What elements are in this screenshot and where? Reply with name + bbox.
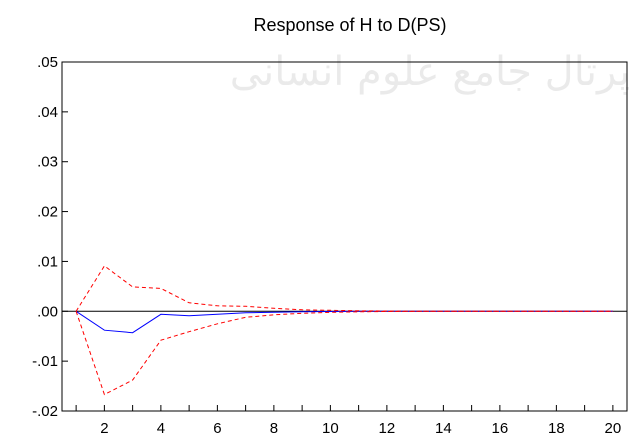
y-tick-label: .04 bbox=[37, 104, 58, 121]
chart-title: Response of H to D(PS) bbox=[253, 15, 446, 35]
y-tick-label: .01 bbox=[37, 253, 58, 270]
x-tick-label: 4 bbox=[157, 420, 165, 437]
y-tick-label: .03 bbox=[37, 154, 58, 171]
x-tick-label: 6 bbox=[213, 420, 221, 437]
y-tick-label: .00 bbox=[37, 303, 58, 320]
plot-frame bbox=[61, 61, 628, 412]
axis-layer: .05 .04 .03 .02 .01 .00 -.01 -.02 2 4 6 8 10 12 14 16 18… bbox=[32, 54, 621, 437]
y-tick-label: .02 bbox=[37, 204, 58, 221]
series-line-1 bbox=[75, 310, 613, 334]
series-layer bbox=[75, 265, 613, 396]
series-line-2 bbox=[75, 265, 613, 312]
x-tick-label: 14 bbox=[435, 420, 452, 437]
y-tick-label: -.01 bbox=[32, 353, 58, 370]
y-tick-label: .05 bbox=[37, 54, 58, 71]
x-tick-label: 16 bbox=[492, 420, 509, 437]
x-tick-label: 20 bbox=[605, 420, 622, 437]
x-tick-label: 18 bbox=[548, 420, 565, 437]
y-tick-label: -.02 bbox=[32, 403, 58, 420]
series-line-3 bbox=[75, 310, 613, 396]
watermark-text: پرتال جامع علوم انسانی bbox=[230, 49, 631, 95]
x-tick-label: 8 bbox=[270, 420, 278, 437]
x-tick-label: 10 bbox=[322, 420, 339, 437]
x-tick-label: 2 bbox=[100, 420, 108, 437]
x-tick-label: 12 bbox=[379, 420, 396, 437]
